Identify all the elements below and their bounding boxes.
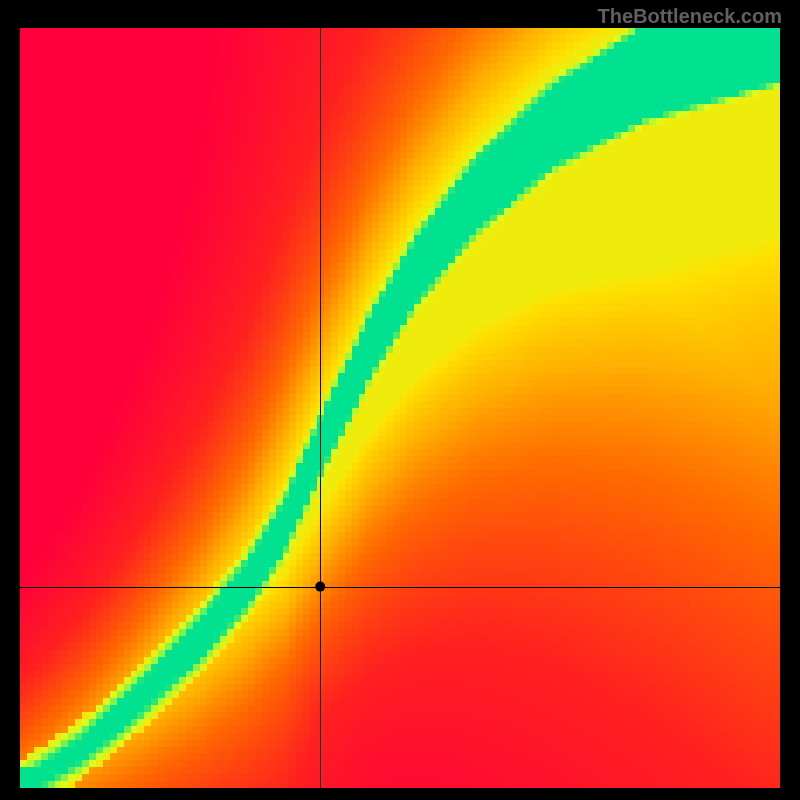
chart-container: TheBottleneck.com [0,0,800,800]
watermark-text: TheBottleneck.com [598,6,782,29]
plot-area [20,28,780,788]
heatmap-canvas [20,28,780,788]
